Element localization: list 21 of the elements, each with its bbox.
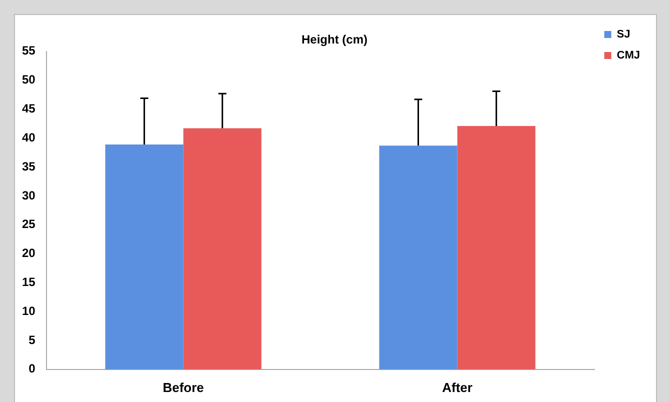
y-tick-label: 50: [22, 72, 36, 87]
x-tick-label: Before: [162, 380, 204, 395]
bar: [105, 144, 184, 370]
bar: [379, 146, 458, 370]
legend-label: CMJ: [616, 50, 640, 62]
y-tick-label: 45: [22, 102, 36, 116]
y-tick-label: 25: [22, 217, 36, 232]
y-tick-label: 30: [22, 188, 36, 202]
bar: [183, 128, 262, 370]
legend-label: SJ: [616, 28, 630, 41]
y-tick-label: 55: [22, 44, 36, 58]
y-tick-label: 35: [22, 159, 36, 174]
x-tick-label: After: [442, 380, 472, 395]
chart-title: Height (cm): [302, 32, 368, 47]
y-tick-label: 40: [22, 130, 36, 144]
y-tick-label: 0: [28, 362, 36, 376]
y-tick-label: 15: [22, 274, 36, 289]
y-tick-label: 5: [28, 332, 36, 347]
y-tick-label: 10: [22, 304, 36, 318]
bar: [457, 126, 536, 370]
y-tick-label: 20: [22, 246, 36, 260]
